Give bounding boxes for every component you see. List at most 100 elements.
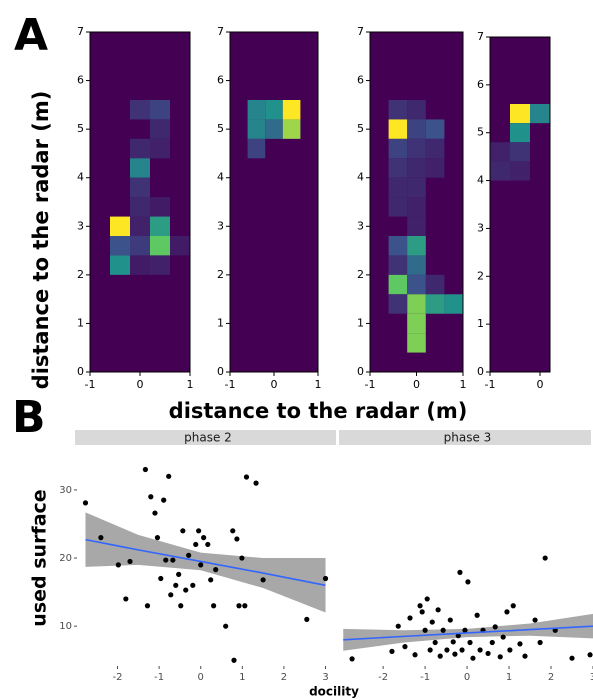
- point: [522, 653, 528, 659]
- point: [208, 577, 214, 583]
- heatmap-background: [230, 32, 318, 372]
- x-tick-label: 3: [322, 672, 328, 683]
- x-tick-label: 0: [271, 378, 278, 391]
- strip: [75, 430, 336, 445]
- heatmap-cell: [407, 216, 426, 236]
- point: [234, 536, 240, 542]
- heatmap-cell: [490, 142, 510, 162]
- point: [82, 500, 89, 506]
- heatmap-cell: [510, 161, 530, 181]
- point: [176, 571, 182, 577]
- point: [440, 627, 446, 633]
- point: [230, 528, 236, 534]
- strip-title: phase 3: [444, 431, 492, 445]
- heatmap-cell: [130, 158, 150, 178]
- point: [231, 657, 237, 663]
- point: [452, 651, 458, 657]
- x-tick-label: -2: [378, 672, 388, 683]
- point: [304, 616, 310, 622]
- x-tick-label: 3: [590, 672, 593, 683]
- point: [183, 587, 189, 593]
- x-tick-label: -1: [225, 378, 236, 391]
- point: [115, 562, 121, 568]
- heatmap-cell: [265, 100, 283, 120]
- point: [158, 575, 164, 582]
- point: [455, 633, 461, 639]
- y-tick-label: 5: [477, 126, 484, 139]
- point: [173, 582, 179, 588]
- heatmap-cell: [388, 294, 408, 314]
- point: [427, 647, 433, 653]
- heatmap-cell: [425, 294, 445, 314]
- point: [412, 652, 418, 658]
- x-tick-label: -1: [154, 672, 164, 683]
- point: [517, 641, 523, 647]
- y-tick-label: 0: [77, 365, 84, 378]
- x-tick-label: 2: [281, 672, 287, 683]
- point: [211, 603, 217, 609]
- heatmap-cell: [170, 236, 190, 256]
- point: [444, 647, 450, 653]
- point: [474, 612, 480, 618]
- y-tick-label: 3: [357, 219, 364, 232]
- point: [432, 639, 438, 646]
- y-tick-label: 20: [59, 553, 72, 564]
- point: [507, 647, 513, 653]
- point: [569, 655, 575, 661]
- y-tick-label: 5: [77, 122, 84, 135]
- y-tick-label: 7: [477, 30, 484, 43]
- heatmap-cell: [110, 236, 130, 256]
- point: [467, 639, 473, 646]
- fit-line: [85, 538, 326, 587]
- point: [178, 603, 184, 609]
- heatmap-cell: [150, 255, 170, 275]
- point: [196, 528, 202, 534]
- y-tick-label: 1: [217, 316, 224, 329]
- heatmap-cell: [282, 119, 301, 139]
- point: [485, 650, 491, 657]
- point: [417, 603, 423, 609]
- point: [236, 603, 242, 609]
- y-tick-label: 6: [217, 74, 224, 87]
- heatmap-cell: [407, 177, 426, 198]
- x-tick-label: 2: [548, 672, 554, 683]
- heatmap-cell: [247, 100, 266, 120]
- heatmap-cell: [510, 123, 530, 143]
- y-tick-label: 2: [217, 268, 224, 281]
- point: [470, 655, 476, 661]
- point: [532, 617, 538, 623]
- strip-title: phase 2: [184, 431, 232, 445]
- heatmap-cell: [150, 236, 170, 256]
- y-tick-label: 1: [477, 317, 484, 330]
- y-tick-label: 6: [477, 78, 484, 91]
- y-axis-label: used surface: [29, 489, 51, 626]
- x-tick-label: 0: [413, 378, 420, 391]
- point: [142, 466, 148, 473]
- x-tick-label: -1: [85, 378, 96, 391]
- point: [253, 480, 259, 486]
- point: [462, 627, 468, 633]
- y-tick-label: 30: [59, 485, 72, 496]
- heatmap-cell: [130, 138, 150, 159]
- heatmap-cell: [407, 333, 426, 353]
- y-tick-label: 2: [77, 268, 84, 281]
- heatmap-cell: [130, 197, 150, 217]
- heatmap-cell: [388, 177, 408, 198]
- x-tick-label: 0: [537, 378, 544, 391]
- point: [152, 510, 158, 516]
- y-tick-label: 1: [77, 316, 84, 329]
- point: [205, 541, 211, 548]
- heatmap-cell: [130, 100, 150, 120]
- point: [260, 577, 266, 583]
- heatmap-cell: [407, 100, 426, 120]
- point: [163, 557, 169, 563]
- y-tick-label: 3: [77, 219, 84, 232]
- heatmap-cell: [110, 255, 130, 275]
- heatmap-cell: [407, 313, 426, 334]
- y-axis-label: distance to the radar (m): [29, 91, 53, 390]
- panel-label: A: [14, 10, 48, 61]
- point: [510, 603, 516, 609]
- point: [144, 603, 151, 609]
- point: [537, 639, 543, 646]
- point: [154, 535, 161, 541]
